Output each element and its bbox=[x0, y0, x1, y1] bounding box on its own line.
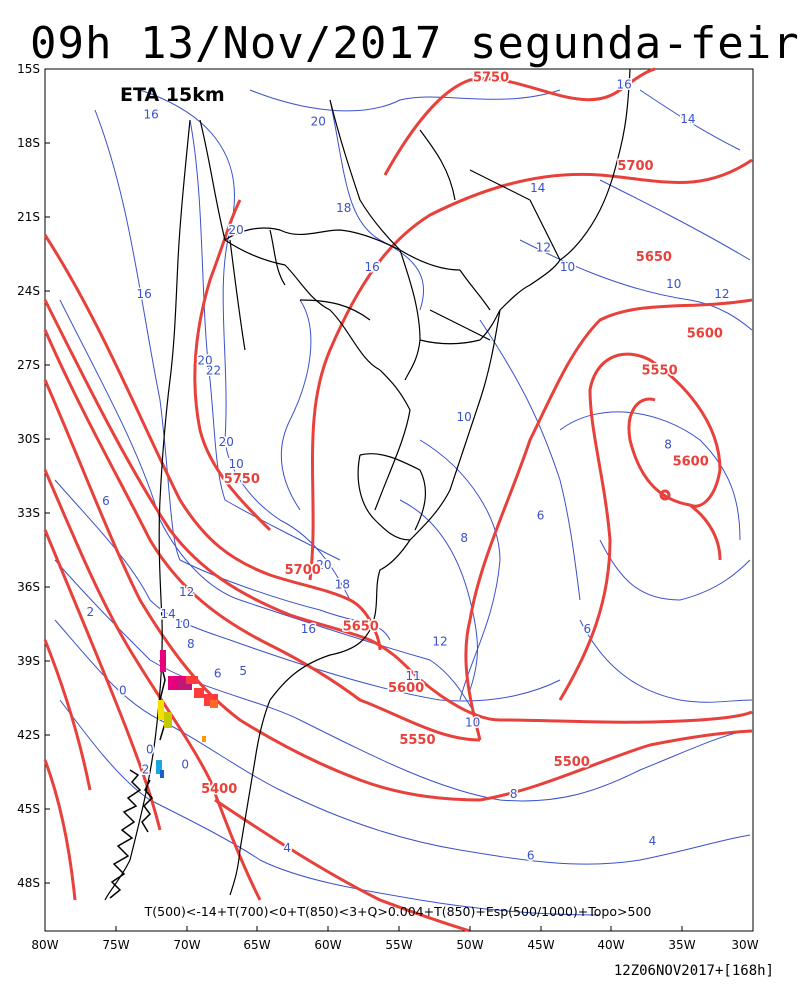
thickness-contour-label: 0 bbox=[146, 743, 154, 757]
thickness-contour-label: 8 bbox=[664, 437, 672, 451]
lon-label: 75W bbox=[102, 938, 129, 952]
thickness-contour-label: 20 bbox=[316, 558, 331, 572]
thickness-contour-label: 11 bbox=[406, 669, 421, 683]
run-timestamp: 12Z06NOV2017+[168h] bbox=[613, 963, 774, 979]
thickness-contour-label: 16 bbox=[144, 107, 159, 121]
thickness-contour-label: 6 bbox=[527, 849, 535, 863]
thickness-contour-label: 16 bbox=[301, 622, 316, 636]
thickness-contour-label: 6 bbox=[102, 494, 110, 508]
height-contour-label: 5600 bbox=[687, 326, 723, 341]
thickness-contour-label: 8 bbox=[187, 637, 195, 651]
height-contour-label: 5650 bbox=[636, 250, 672, 265]
thickness-contour-label: 5 bbox=[239, 664, 247, 678]
thickness-contour-label: 18 bbox=[336, 201, 351, 215]
height-contour-label: 5600 bbox=[388, 681, 424, 696]
thickness-contour-label: 20 bbox=[197, 354, 212, 368]
lat-label: 42S bbox=[17, 728, 40, 742]
lat-label: 39S bbox=[17, 654, 40, 668]
lon-label: 30W bbox=[731, 938, 758, 952]
map-frame bbox=[44, 68, 754, 932]
thickness-contour-label: 2 bbox=[86, 605, 94, 619]
thickness-labels: 1614162014182012101610121620221020106682… bbox=[85, 76, 731, 864]
thickness-contour-label: 10 bbox=[456, 410, 471, 424]
longitude-axis: 80W 75W 70W 65W 60W 55W 50W 45W 40W 35W … bbox=[31, 938, 758, 952]
latitude-axis: 15S 18S 21S 24S 27S 30S 33S 36S 39S 42S … bbox=[17, 62, 40, 890]
height-contours bbox=[43, 67, 753, 933]
thickness-contour-label: 10 bbox=[175, 617, 190, 631]
lat-label: 36S bbox=[17, 580, 40, 594]
thickness-contour-label: 16 bbox=[617, 78, 632, 92]
lon-label: 35W bbox=[668, 938, 695, 952]
thickness-contour-label: 4 bbox=[649, 834, 657, 848]
thickness-contour-label: 14 bbox=[161, 607, 176, 621]
lat-label: 48S bbox=[17, 876, 40, 890]
thickness-contour-label: 10 bbox=[560, 260, 575, 274]
thickness-contour-label: 0 bbox=[119, 684, 127, 698]
lon-label: 40W bbox=[597, 938, 624, 952]
height-contour-label: 5400 bbox=[201, 782, 237, 797]
height-contour-label: 5550 bbox=[399, 733, 435, 748]
height-contour-label: 5700 bbox=[617, 159, 653, 174]
model-label: ETA 15km bbox=[120, 84, 225, 106]
thickness-contour-label: 22 bbox=[206, 363, 221, 377]
thickness-contour-label: 8 bbox=[460, 531, 468, 545]
thickness-contour-label: 4 bbox=[283, 841, 291, 855]
height-labels: 5750 5700 5650 5600 5550 5600 5750 5700 5650 5600… bbox=[200, 69, 725, 799]
precip-type-shading bbox=[156, 650, 218, 778]
thickness-contour-label: 6 bbox=[584, 622, 592, 636]
thickness-contour-label: 16 bbox=[364, 260, 379, 274]
height-contour-label: 5650 bbox=[343, 620, 379, 635]
height-contour-label: 5750 bbox=[224, 472, 260, 487]
thickness-contour-label: 8 bbox=[510, 787, 518, 801]
lon-label: 50W bbox=[456, 938, 483, 952]
lon-label: 80W bbox=[31, 938, 58, 952]
height-contour-label: 5750 bbox=[473, 70, 509, 85]
thickness-contour-label: 12 bbox=[432, 634, 447, 648]
lat-label: 30S bbox=[17, 432, 40, 446]
thickness-contour-label: 6 bbox=[214, 666, 222, 680]
lon-label: 45W bbox=[527, 938, 554, 952]
thickness-contour-label: 16 bbox=[136, 287, 151, 301]
thickness-contour-label: 6 bbox=[537, 509, 545, 523]
height-contour-label: 5550 bbox=[641, 363, 677, 378]
lat-label: 27S bbox=[17, 358, 40, 372]
thickness-contour-label: 18 bbox=[335, 578, 350, 592]
thickness-contour-label: 20 bbox=[229, 223, 244, 237]
thickness-contour-label: 20 bbox=[311, 115, 326, 129]
lat-label: 24S bbox=[17, 284, 40, 298]
lat-label: 18S bbox=[17, 136, 40, 150]
lon-label: 65W bbox=[243, 938, 270, 952]
page-title: 09h 13/Nov/2017 segunda-feira bbox=[30, 18, 800, 69]
thickness-contour-label: 10 bbox=[229, 457, 244, 471]
thickness-contour-label: 2 bbox=[142, 762, 150, 776]
thickness-contour-label: 20 bbox=[219, 435, 234, 449]
lon-label: 55W bbox=[385, 938, 412, 952]
thickness-contour-label: 12 bbox=[179, 585, 194, 599]
thickness-contour-label: 12 bbox=[714, 287, 729, 301]
legend-text: T(500)<-14+T(700)<0+T(850)<3+Q>0.004+T(8… bbox=[144, 904, 652, 919]
height-contour-label: 5700 bbox=[285, 563, 321, 578]
axis-ticks bbox=[45, 142, 683, 931]
lat-label: 33S bbox=[17, 506, 40, 520]
thickness-contour-label: 10 bbox=[666, 277, 681, 291]
lat-label: 21S bbox=[17, 210, 40, 224]
thickness-contour-label: 14 bbox=[530, 181, 545, 195]
coastlines-borders bbox=[104, 68, 631, 901]
lat-label: 15S bbox=[17, 62, 40, 76]
thickness-contour-label: 14 bbox=[680, 112, 695, 126]
thickness-contour-label: 10 bbox=[465, 716, 480, 730]
thickness-contour-label: 0 bbox=[181, 757, 189, 771]
thickness-contour-label: 12 bbox=[536, 240, 551, 254]
lat-label: 45S bbox=[17, 802, 40, 816]
height-contour-label: 5600 bbox=[673, 455, 709, 470]
lon-label: 70W bbox=[173, 938, 200, 952]
lon-label: 60W bbox=[314, 938, 341, 952]
height-contour-label: 5500 bbox=[554, 755, 590, 770]
